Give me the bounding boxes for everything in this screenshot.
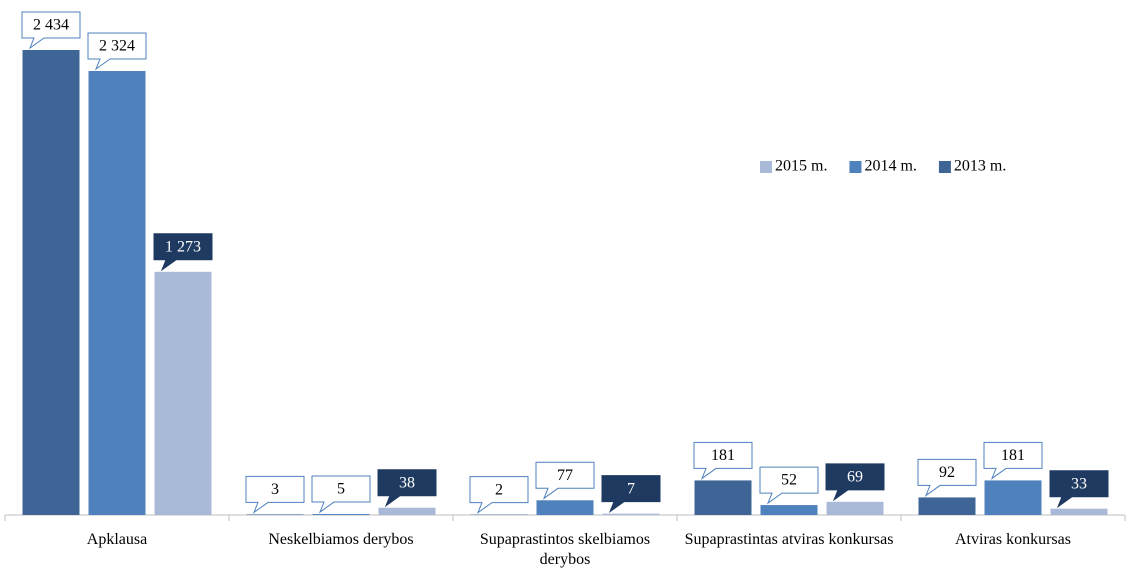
data-label: 52 <box>781 472 797 489</box>
bar <box>694 480 752 515</box>
callout <box>469 476 529 515</box>
callout <box>21 11 81 50</box>
callout <box>601 475 661 514</box>
legend-swatch <box>849 161 862 173</box>
callout <box>983 441 1043 480</box>
callout <box>535 461 595 500</box>
bar <box>22 50 80 515</box>
data-label: 7 <box>627 480 635 497</box>
callout <box>311 475 371 514</box>
bar <box>378 507 436 515</box>
data-label: 2 434 <box>33 17 69 34</box>
x-tick-label: Apklausa <box>86 531 148 548</box>
x-tick-label: Atviras konkursas <box>955 531 1071 548</box>
bar <box>154 271 212 515</box>
callout <box>917 458 977 497</box>
x-tick-label: Supaprastintos skelbiamos derybos <box>479 531 651 568</box>
callout <box>693 441 753 480</box>
callout <box>825 463 885 502</box>
data-label: 92 <box>939 464 955 481</box>
x-tick-label: Supaprastintas atviras konkursas <box>684 531 894 548</box>
bar <box>246 514 304 515</box>
data-label: 33 <box>1071 475 1087 492</box>
bar <box>826 501 884 515</box>
data-label: 2 324 <box>99 38 135 55</box>
legend-label: 2013 m. <box>954 158 1006 175</box>
callout <box>245 475 305 514</box>
data-label: 5 <box>337 481 345 498</box>
callout <box>377 469 437 508</box>
bar <box>312 514 370 515</box>
data-label: 181 <box>1001 447 1025 464</box>
bar <box>918 497 976 515</box>
callout <box>1049 470 1109 509</box>
bar <box>984 480 1042 515</box>
bar <box>88 71 146 515</box>
data-label: 38 <box>399 474 415 491</box>
bar <box>1050 508 1108 515</box>
callout <box>87 32 147 71</box>
callout <box>759 466 819 505</box>
legend-label: 2015 m. <box>775 158 827 175</box>
data-label: 2 <box>495 481 503 498</box>
x-tick-label: Neskelbiamos derybos <box>268 531 414 548</box>
data-label: 77 <box>557 467 573 484</box>
bar <box>602 513 660 515</box>
callout <box>153 233 213 272</box>
legend-swatch <box>760 161 772 173</box>
legend-swatch <box>938 161 951 173</box>
legend-label: 2014 m. <box>864 158 916 175</box>
data-label: 3 <box>271 481 279 498</box>
bar <box>760 505 818 515</box>
data-label: 1 273 <box>165 238 201 255</box>
data-label: 69 <box>847 468 863 485</box>
bar <box>536 500 594 515</box>
data-label: 181 <box>711 447 735 464</box>
